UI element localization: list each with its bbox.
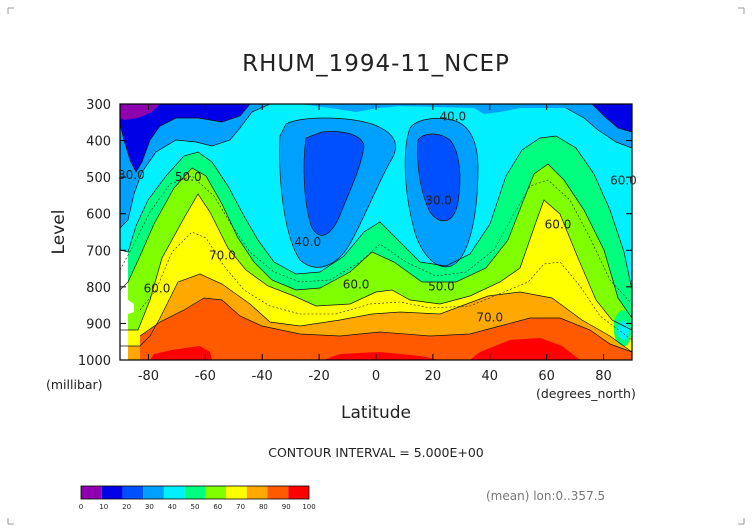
contour-interval-text: CONTOUR INTERVAL = 5.000E+00 xyxy=(268,445,484,460)
x-tick-label: -60 xyxy=(195,369,216,384)
contour-label: 60.0 xyxy=(610,173,637,187)
legend-swatch xyxy=(267,486,289,499)
contour-label: 60.0 xyxy=(545,217,572,231)
x-tick-label: -40 xyxy=(252,369,273,384)
legend-swatch xyxy=(288,486,309,499)
legend-swatch xyxy=(122,486,144,499)
x-axis-ticks: -80 -60 -40 -20 0 20 40 60 80 xyxy=(138,104,612,384)
y-tick-label: 500 xyxy=(86,171,111,186)
legend-level-label: 30 xyxy=(145,503,154,511)
legend-frame xyxy=(80,485,310,500)
color-legend: 0 10 20 30 40 50 60 70 80 90 100 xyxy=(79,485,316,511)
x-tick-label: 0 xyxy=(372,369,380,384)
contour-lines xyxy=(120,104,632,353)
y-tick-label: 300 xyxy=(86,98,111,113)
plot-area xyxy=(120,104,632,360)
band-30-40 xyxy=(120,104,632,290)
x-axis-units: (degrees_north) xyxy=(536,386,636,401)
legend-level-label: 60 xyxy=(213,503,222,511)
band-10-20 xyxy=(120,104,632,172)
legend-level-label: 40 xyxy=(168,503,177,511)
x-tick-label: 60 xyxy=(538,369,555,384)
contour-label: 50.0 xyxy=(428,280,455,294)
contour-label: 60.0 xyxy=(144,281,171,295)
dashed-contours xyxy=(120,175,632,341)
y-tick-label: 700 xyxy=(86,244,111,259)
legend-swatch xyxy=(143,486,164,499)
band-0-10 xyxy=(120,104,160,120)
x-tick-label: 20 xyxy=(425,369,442,384)
legend-swatch xyxy=(81,486,102,499)
contour-label: 40.0 xyxy=(439,109,466,123)
y-tick-label: 900 xyxy=(86,317,111,332)
chart-title: RHUM_1994-11_NCEP xyxy=(242,51,510,77)
contour-label: 30.0 xyxy=(118,168,145,182)
missing-data-patch xyxy=(120,250,134,360)
y-axis-ticks: 300 400 500 600 700 800 900 1000 xyxy=(78,98,632,369)
x-tick-label: 80 xyxy=(595,369,612,384)
x-tick-label: -80 xyxy=(138,369,159,384)
y-tick-label: 800 xyxy=(86,281,111,296)
x-axis-label: Latitude xyxy=(341,403,411,423)
contour-labels: 40.0 50.0 30.0 60.0 30.0 40.0 70.0 60.0 60.0 60.0… xyxy=(118,109,637,324)
legend-level-label: 0 xyxy=(79,503,83,511)
legend-swatch xyxy=(184,486,206,499)
contour-label: 40.0 xyxy=(294,235,321,249)
corner-marks xyxy=(7,7,745,525)
y-axis-label: Level xyxy=(49,210,69,255)
x-tick-label: -20 xyxy=(308,369,329,384)
legend-level-label: 70 xyxy=(236,503,245,511)
contour-label: 70.0 xyxy=(209,248,236,262)
band-10-20-core-south xyxy=(304,131,364,236)
band-10-20-core-north xyxy=(417,134,460,221)
legend-swatch xyxy=(101,486,123,499)
y-tick-label: 400 xyxy=(86,135,111,150)
legend-level-label: 90 xyxy=(282,503,291,511)
north-pole-eddy-inner xyxy=(618,321,629,340)
x-tick-label: 40 xyxy=(482,369,499,384)
contour-label: 50.0 xyxy=(175,170,202,184)
legend-swatch xyxy=(246,486,268,499)
contour-label: 70.0 xyxy=(476,311,503,325)
legend-level-label: 20 xyxy=(122,503,131,511)
legend-level-label: 50 xyxy=(191,503,200,511)
contour-label: 60.0 xyxy=(343,278,370,292)
legend-level-label: 80 xyxy=(259,503,268,511)
legend-level-label: 100 xyxy=(302,503,315,511)
legend-level-label: 10 xyxy=(99,503,108,511)
band-90-100 xyxy=(150,338,580,360)
legend-swatch xyxy=(163,486,185,499)
y-tick-label: 600 xyxy=(86,208,111,223)
mean-note: (mean) lon:0..357.5 xyxy=(486,489,605,503)
contour-label: 30.0 xyxy=(425,194,452,208)
legend-swatch xyxy=(205,486,227,499)
legend-swatch xyxy=(226,486,247,499)
y-axis-units: (millibar) xyxy=(46,377,103,392)
y-tick-label: 1000 xyxy=(78,354,111,369)
